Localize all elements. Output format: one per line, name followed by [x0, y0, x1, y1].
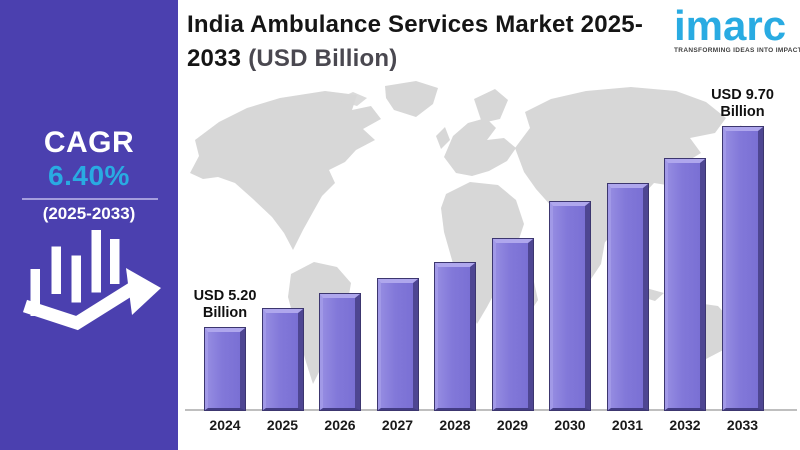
- bar-rect-2033: [721, 126, 764, 411]
- sidebar: CAGR 6.40% (2025-2033): [0, 0, 178, 450]
- bar-column-2024: 2024 USD 5.20 Billion: [194, 288, 257, 433]
- x-axis-line: [185, 409, 797, 411]
- x-axis-label-2028: 2028: [439, 417, 471, 433]
- bar-rect-2024: [204, 327, 246, 411]
- bar-chart-bars: 2024 USD 5.20 Billion 2025 2026 2027 2028 2029 2…: [185, 78, 797, 433]
- bar-rect-2031: [606, 183, 649, 411]
- bar-column-2029: 2029: [491, 238, 534, 433]
- cagr-period: (2025-2033): [42, 204, 136, 223]
- bar-rect-2026: [319, 293, 361, 411]
- imarc-logo-wordmark: imarc: [674, 2, 787, 49]
- bar-column-2033: 2033 USD 9.70 Billion: [711, 87, 774, 433]
- title-line2: 2033 (USD Billion): [187, 42, 685, 76]
- value-annotation-2033: USD 9.70 Billion: [711, 87, 774, 120]
- bar-column-2027: 2027: [376, 278, 419, 433]
- bar-column-2028: 2028: [434, 262, 476, 433]
- cagr-value: 6.40%: [48, 160, 130, 191]
- title-line1: India Ambulance Services Market 2025-: [187, 11, 644, 38]
- bar-rect-2030: [549, 201, 591, 411]
- bar-column-2030: 2030: [549, 201, 591, 433]
- x-axis-label-2024: 2024: [209, 417, 241, 433]
- x-axis-label-2026: 2026: [324, 417, 356, 433]
- x-axis-label-2033: 2033: [726, 417, 759, 433]
- x-axis-label-2025: 2025: [266, 417, 299, 433]
- growth-chart-icon: [22, 230, 161, 331]
- x-axis-label-2027: 2027: [381, 417, 414, 433]
- bar-column-2025: 2025: [261, 308, 304, 433]
- bar-rect-2027: [376, 278, 419, 411]
- x-axis-label-2031: 2031: [611, 417, 644, 433]
- bar-column-2032: 2032: [664, 158, 706, 433]
- bar-rect-2025: [261, 308, 304, 411]
- imarc-logo-tagline: TRANSFORMING IDEAS INTO IMPACT: [674, 47, 800, 54]
- title-unit: (USD Billion): [248, 45, 398, 72]
- bar-rect-2032: [664, 158, 706, 411]
- bar-column-2026: 2026: [319, 293, 361, 433]
- bar-column-2031: 2031: [606, 183, 649, 433]
- imarc-logo: imarc TRANSFORMING IDEAS INTO IMPACT: [674, 2, 800, 55]
- page-title: India Ambulance Services Market 2025- 20…: [187, 8, 685, 76]
- bar-chart: 2024 USD 5.20 Billion 2025 2026 2027 2028 2029 2…: [185, 78, 797, 433]
- x-axis-label-2030: 2030: [554, 417, 586, 433]
- x-axis-label-2029: 2029: [496, 417, 529, 433]
- bar-rect-2029: [491, 238, 534, 411]
- value-annotation-2024: USD 5.20 Billion: [193, 288, 257, 321]
- bar-rect-2028: [434, 262, 476, 411]
- title-years: 2033: [187, 45, 242, 72]
- cagr-label: CAGR: [43, 126, 135, 159]
- x-axis-label-2032: 2032: [669, 417, 701, 433]
- divider: [22, 198, 158, 200]
